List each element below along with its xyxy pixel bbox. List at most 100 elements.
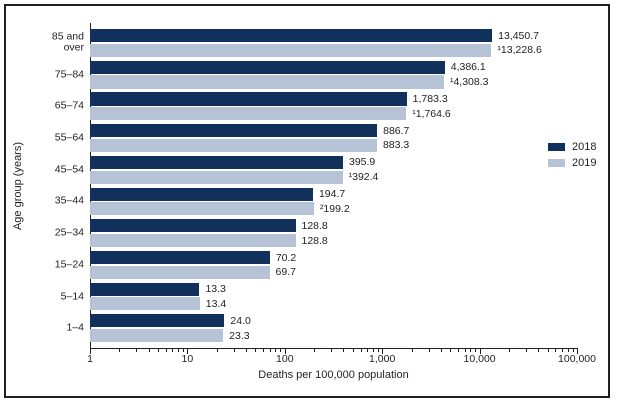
x-minor-tick [314, 348, 316, 352]
value-label-2018: 13.3 [205, 283, 226, 296]
bar-2018 [90, 124, 378, 138]
category-label: 35–44 [54, 194, 84, 207]
x-minor-tick [538, 348, 540, 352]
x-minor-tick [567, 348, 569, 352]
x-minor-tick [119, 348, 121, 352]
plot-area: 13,450.7 ¹13,228.6 4,386.1 ¹4,308.3 1,783.3 ¹… [90, 23, 577, 348]
x-tick-label: 100 [276, 353, 294, 365]
value-label-2019: 883.3 [382, 139, 410, 152]
category-label: 1–4 [66, 321, 84, 334]
bar-2018 [90, 155, 343, 169]
x-minor-tick [547, 348, 549, 352]
x-minor-tick [331, 348, 333, 352]
value-label-2019: ²199.2 [319, 202, 350, 215]
x-minor-tick [269, 348, 271, 352]
bar-2019 [90, 170, 343, 184]
bar-2019 [90, 297, 200, 311]
x-major-tick [284, 348, 286, 354]
x-minor-tick [377, 348, 379, 352]
category-label: 75–84 [54, 67, 84, 80]
x-tick-label: 100,000 [558, 353, 596, 365]
y-axis-line [90, 23, 91, 349]
bar-2019 [90, 233, 296, 248]
x-minor-tick [450, 348, 452, 352]
x-minor-tick [172, 348, 174, 352]
x-minor-tick [263, 348, 265, 352]
value-label-2018: 128.8 [301, 219, 328, 232]
bar-2018 [90, 219, 296, 233]
value-label-2019: ¹392.4 [348, 171, 379, 184]
x-minor-tick [158, 348, 160, 352]
bar-2018 [90, 60, 445, 74]
x-minor-tick [148, 348, 150, 352]
x-minor-tick [508, 348, 510, 352]
bar-2018 [90, 282, 200, 296]
bar-2019 [90, 107, 407, 121]
legend-swatch-2019 [548, 159, 565, 167]
x-minor-tick [177, 348, 179, 352]
category-label: 15–24 [54, 258, 84, 271]
x-minor-tick [280, 348, 282, 352]
value-label-2018: 886.7 [383, 124, 410, 137]
x-minor-tick [165, 348, 167, 352]
x-minor-tick [411, 348, 413, 352]
bar-2019 [90, 75, 444, 89]
x-minor-tick [470, 348, 472, 352]
x-tick-label: 1 [87, 353, 93, 365]
bar-2018 [90, 250, 270, 265]
category-label: 25–34 [54, 226, 84, 239]
y-axis-title: Age group (years) [12, 141, 24, 231]
x-minor-tick [457, 348, 459, 352]
legend-entry-2018: 2018 [548, 141, 597, 153]
x-axis-title: Deaths per 100,000 population [258, 369, 409, 381]
value-label-2018: 24.0 [230, 314, 251, 327]
bar-2018 [90, 187, 313, 201]
value-label-2019: 13.4 [205, 297, 227, 310]
value-label-2019: 128.8 [301, 234, 328, 247]
legend-label-2018: 2018 [572, 141, 597, 153]
x-minor-tick [182, 348, 184, 352]
value-label-2018: 70.2 [275, 251, 297, 264]
value-label-2019: ¹13,228.6 [497, 44, 542, 57]
x-minor-tick [275, 348, 277, 352]
value-label-2018: 194.7 [318, 188, 346, 201]
category-label: 55–64 [54, 131, 84, 144]
x-minor-tick [526, 348, 528, 352]
bar-2019 [90, 265, 270, 279]
x-minor-tick [367, 348, 369, 352]
x-minor-tick [352, 348, 354, 352]
category-label: 65–74 [54, 99, 84, 112]
value-label-2019: 69.7 [275, 266, 296, 279]
x-major-tick [577, 348, 578, 354]
x-axis-line [90, 348, 578, 349]
bar-2019 [90, 202, 314, 216]
x-minor-tick [572, 348, 574, 352]
x-minor-tick [464, 348, 466, 352]
legend: 2018 2019 [548, 142, 596, 174]
bar-2019 [90, 43, 492, 57]
bar-2018 [90, 92, 407, 106]
value-label-2018: 13,450.7 [498, 29, 539, 42]
category-label: 5–14 [60, 289, 84, 302]
value-label-2018: 4,386.1 [450, 61, 486, 74]
category-label: 45–54 [54, 163, 84, 175]
x-major-tick [382, 348, 384, 354]
x-minor-tick [561, 348, 563, 352]
x-minor-tick [255, 348, 257, 352]
bar-2019 [90, 138, 377, 152]
x-minor-tick [233, 348, 235, 352]
value-label-2018: 395.9 [349, 156, 376, 169]
x-minor-tick [428, 348, 430, 352]
bar-2018 [90, 314, 225, 328]
value-label-2018: 1,783.3 [412, 93, 448, 105]
x-tick-label: 10,000 [463, 353, 496, 365]
x-tick-label: 1,000 [369, 353, 396, 365]
x-tick-label: 10 [181, 353, 194, 365]
x-minor-tick [440, 348, 442, 352]
x-minor-tick [136, 348, 138, 352]
x-minor-tick [475, 348, 477, 352]
value-label-2019: ¹1,764.6 [412, 107, 451, 120]
x-major-tick [479, 348, 481, 354]
x-minor-tick [216, 348, 218, 352]
